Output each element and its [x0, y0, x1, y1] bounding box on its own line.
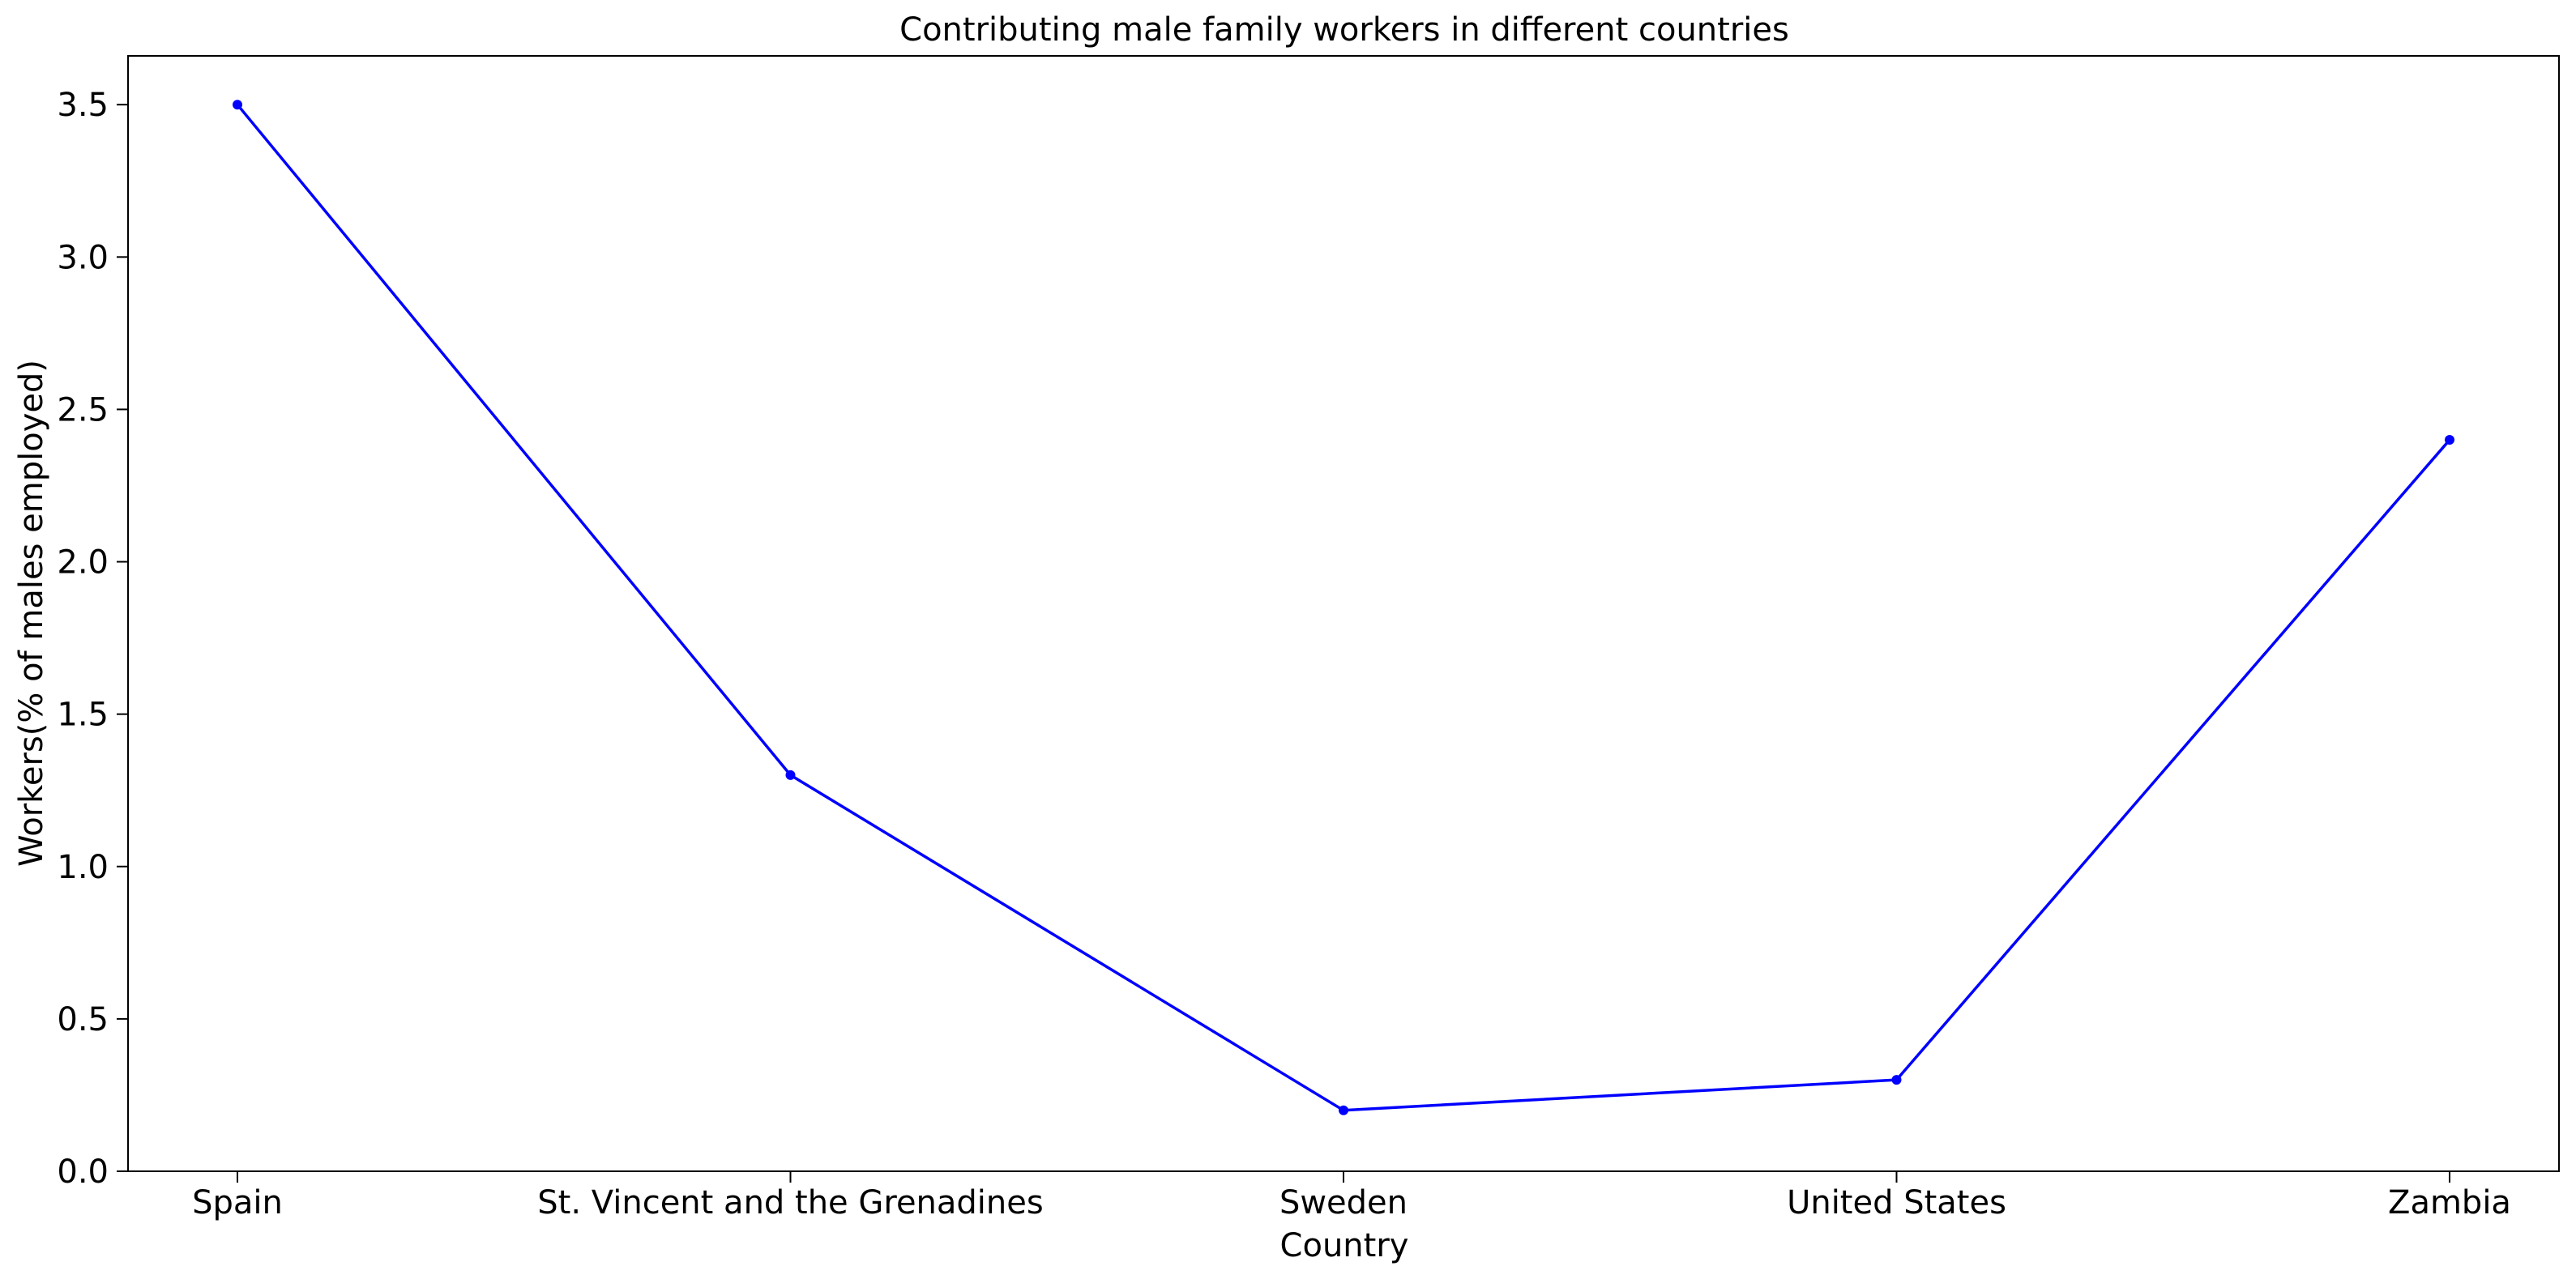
x-tick-label: Zambia — [2388, 1184, 2511, 1221]
x-tick-label: St. Vincent and the Grenadines — [537, 1184, 1043, 1221]
y-tick-label: 3.0 — [57, 239, 109, 276]
data-point — [2445, 435, 2454, 446]
data-point — [233, 100, 242, 110]
plot-area-frame — [127, 55, 2560, 1172]
data-point — [1339, 1105, 1348, 1115]
data-point — [785, 770, 796, 780]
y-axis: 0.0 0.5 1.0 1.5 2.0 2.5 3.0 3.5 — [57, 87, 128, 1191]
data-point — [1891, 1075, 1902, 1085]
series-group — [233, 100, 2454, 1115]
x-axis: Spain St. Vincent and the Grenadines Swede… — [192, 1171, 2511, 1221]
x-tick-label: Spain — [192, 1184, 283, 1221]
y-tick-label: 0.0 — [57, 1153, 109, 1191]
y-tick-label: 1.0 — [57, 849, 109, 886]
series-line — [236, 104, 2451, 1112]
x-tick-label: Sweden — [1279, 1184, 1408, 1221]
y-axis-label: Workers(% of males employed) — [13, 360, 50, 867]
y-tick-label: 2.0 — [57, 544, 109, 582]
y-tick-label: 3.5 — [57, 87, 109, 124]
x-tick-label: United States — [1787, 1184, 2006, 1221]
y-tick-label: 0.5 — [57, 1001, 109, 1038]
y-tick-label: 1.5 — [57, 697, 109, 734]
y-tick-label: 2.5 — [57, 391, 109, 428]
x-axis-label: Country — [1280, 1227, 1409, 1264]
chart-title: Contributing male family workers in diff… — [899, 11, 1789, 49]
